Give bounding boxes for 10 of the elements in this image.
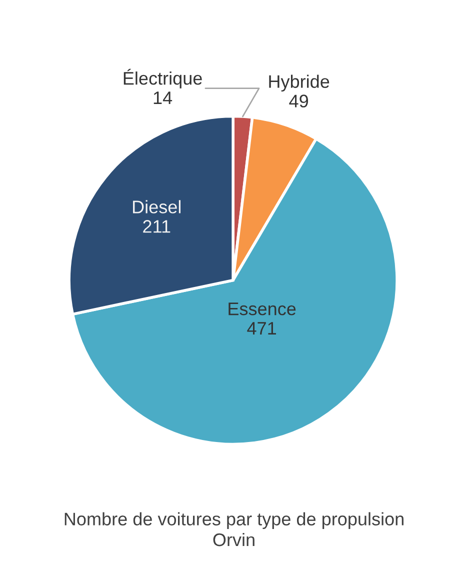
slice-label: Hybride: [269, 74, 330, 92]
slice-label: Électrique: [124, 68, 202, 88]
slice-label: Essence: [228, 302, 296, 316]
text: Nombre de voitures par type de propulsion: [64, 512, 404, 530]
data-label: 471: [247, 322, 276, 335]
text: Orvin: [213, 532, 254, 546]
slice-label: Diesel: [133, 200, 180, 214]
data-label: 211: [143, 220, 170, 233]
data-label: 49: [289, 94, 308, 108]
data-label: 14: [154, 92, 172, 104]
